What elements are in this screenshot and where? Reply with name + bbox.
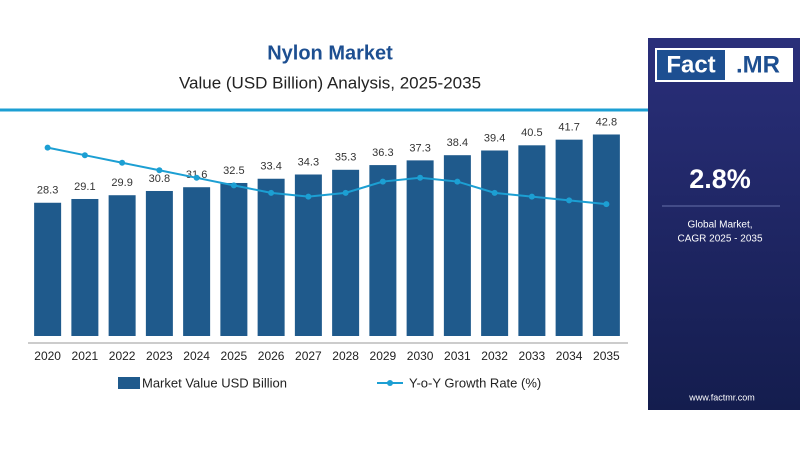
x-tick-label: 2031 xyxy=(444,349,471,363)
line-point xyxy=(156,167,163,174)
bar xyxy=(257,178,285,336)
data-label: 29.1 xyxy=(74,181,95,193)
line-point xyxy=(491,189,498,196)
bar xyxy=(183,187,211,336)
line-point xyxy=(305,193,312,200)
data-label: 30.8 xyxy=(149,173,170,185)
website: www.factmr.com xyxy=(688,392,755,402)
line-point xyxy=(268,189,275,196)
bar xyxy=(592,134,620,336)
data-label: 32.5 xyxy=(223,165,244,177)
x-tick-label: 2022 xyxy=(109,349,136,363)
bar xyxy=(332,169,360,336)
data-label: 34.3 xyxy=(298,156,319,168)
line-point xyxy=(417,174,424,181)
x-tick-label: 2025 xyxy=(221,349,248,363)
logo-left: Fact xyxy=(666,51,715,78)
data-label: 36.3 xyxy=(372,147,393,159)
bar xyxy=(220,182,248,336)
cagr-label: Global Market, xyxy=(687,220,752,231)
bar xyxy=(369,165,397,336)
bar xyxy=(481,150,509,336)
legend-label: Market Value USD Billion xyxy=(142,375,287,390)
line-point xyxy=(193,174,200,181)
x-tick-label: 2029 xyxy=(370,349,397,363)
legend-swatch xyxy=(387,380,393,386)
x-tick-label: 2032 xyxy=(481,349,508,363)
bar xyxy=(108,195,136,336)
x-tick-label: 2021 xyxy=(72,349,99,363)
bar xyxy=(518,145,546,336)
data-label: 28.3 xyxy=(37,185,58,197)
line-point xyxy=(566,197,573,204)
x-tick-label: 2028 xyxy=(332,349,359,363)
x-tick-label: 2034 xyxy=(556,349,583,363)
data-label: 29.9 xyxy=(111,177,132,189)
line-point xyxy=(379,178,386,185)
data-label: 38.4 xyxy=(447,137,468,149)
legend-label: Y-o-Y Growth Rate (%) xyxy=(409,375,541,390)
x-tick-label: 2035 xyxy=(593,349,620,363)
bar xyxy=(145,190,173,336)
bar xyxy=(34,202,62,336)
x-tick-label: 2027 xyxy=(295,349,322,363)
x-tick-label: 2023 xyxy=(146,349,173,363)
data-label: 33.4 xyxy=(260,161,281,173)
x-tick-label: 2020 xyxy=(34,349,61,363)
logo-right: .MR xyxy=(736,51,780,78)
bar xyxy=(71,198,99,336)
data-label: 37.3 xyxy=(409,142,430,154)
sidebar xyxy=(648,38,800,410)
logo-left-box xyxy=(657,50,725,80)
chart-subtitle: Value (USD Billion) Analysis, 2025-2035 xyxy=(179,73,481,92)
line-point xyxy=(528,193,535,200)
cagr-value: 2.8% xyxy=(689,164,751,194)
data-label: 35.3 xyxy=(335,152,356,164)
cagr-label: CAGR 2025 - 2035 xyxy=(677,234,762,245)
bar xyxy=(555,139,583,336)
x-tick-label: 2026 xyxy=(258,349,285,363)
x-tick-label: 2033 xyxy=(519,349,546,363)
data-label: 40.5 xyxy=(521,127,542,139)
x-tick-label: 2024 xyxy=(183,349,210,363)
line-point xyxy=(342,189,349,196)
data-label: 41.7 xyxy=(558,122,579,134)
line-point xyxy=(81,152,88,159)
line-point xyxy=(119,159,126,166)
bar xyxy=(294,174,322,336)
legend-swatch xyxy=(118,377,140,389)
x-tick-label: 2030 xyxy=(407,349,434,363)
line-point xyxy=(44,144,51,151)
line xyxy=(47,146,607,206)
line-point xyxy=(603,201,610,208)
data-label: 42.8 xyxy=(596,116,617,128)
line-point xyxy=(454,178,461,185)
chart-title: Nylon Market xyxy=(267,42,393,64)
line-point xyxy=(230,182,237,189)
bar xyxy=(406,160,434,336)
data-label: 39.4 xyxy=(484,132,505,144)
